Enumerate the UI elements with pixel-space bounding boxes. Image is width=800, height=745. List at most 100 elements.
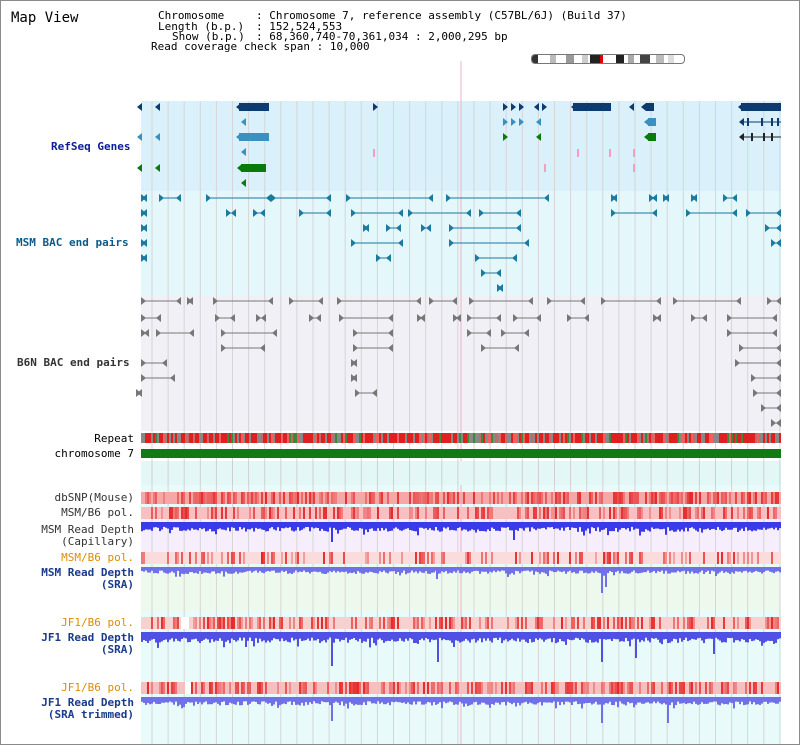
depth-bar <box>423 632 425 641</box>
depth-bar <box>511 567 513 573</box>
gene-arrow <box>516 209 521 217</box>
heat-mark <box>173 682 175 694</box>
depth-bar <box>215 632 217 641</box>
depth-bar <box>179 632 181 642</box>
heat-mark <box>391 507 393 519</box>
repeat-mark <box>473 433 475 443</box>
heat-mark <box>229 682 231 694</box>
depth-bar <box>179 567 181 577</box>
depth-bar <box>765 697 767 702</box>
depth-bar <box>309 522 311 532</box>
heat-mark <box>423 617 425 629</box>
gene-arrow <box>536 314 541 322</box>
depth-bar <box>425 697 427 704</box>
heat-mark <box>633 617 635 629</box>
heat-mark <box>773 617 775 629</box>
gene-arrow <box>237 164 242 172</box>
heat-mark <box>537 617 539 629</box>
depth-bar <box>143 632 145 641</box>
depth-bar <box>447 632 449 641</box>
heat-mark <box>417 682 419 694</box>
gene-arrow <box>771 239 776 247</box>
heat-mark <box>617 617 619 629</box>
heat-mark <box>249 617 251 629</box>
repeat-mark <box>591 433 593 443</box>
heat-mark <box>559 507 561 519</box>
depth-bar <box>225 522 227 531</box>
repeat-mark <box>303 433 305 443</box>
heat-mark <box>569 682 571 694</box>
depth-bar <box>299 567 301 572</box>
depth-bar <box>143 522 145 531</box>
depth-bar <box>517 567 519 572</box>
gene-arrow <box>524 329 529 337</box>
heat-mark <box>195 492 197 504</box>
depth-spike <box>437 632 439 662</box>
depth-bar <box>591 697 593 705</box>
depth-bar <box>249 522 251 530</box>
heat-mark <box>377 507 379 519</box>
heat-mark <box>271 507 273 519</box>
depth-bar <box>521 567 523 572</box>
heat-mark <box>565 492 567 504</box>
track-label-msm-b6-pol-2: MSM/B6 pol. <box>61 551 134 564</box>
depth-bar <box>525 567 527 571</box>
depth-bar <box>455 567 457 573</box>
depth-bar <box>535 632 537 639</box>
depth-bar <box>707 632 709 639</box>
heat-mark <box>699 682 701 694</box>
repeat-mark <box>549 433 551 443</box>
depth-bar <box>527 522 529 528</box>
depth-bar <box>365 522 367 530</box>
heat-mark <box>613 682 615 694</box>
depth-bar <box>319 522 321 531</box>
repeat-mark <box>387 433 389 443</box>
depth-bar <box>609 632 611 640</box>
depth-bar <box>207 522 209 531</box>
heat-mark <box>153 492 155 504</box>
heat-mark <box>641 552 643 564</box>
chromosome-ideogram[interactable] <box>531 54 685 64</box>
heat-mark <box>691 492 693 504</box>
heat-mark <box>397 682 399 694</box>
depth-bar <box>597 567 599 573</box>
repeat-mark <box>779 433 781 443</box>
depth-bar <box>499 697 501 705</box>
depth-bar <box>293 632 295 641</box>
repeat-mark <box>437 433 439 443</box>
depth-bar <box>411 567 413 571</box>
heat-mark <box>765 617 767 629</box>
depth-bar <box>733 697 735 709</box>
depth-bar <box>701 522 703 533</box>
depth-bar <box>723 567 725 573</box>
heat-mark <box>313 682 315 694</box>
depth-bar <box>147 697 149 703</box>
heat-mark <box>415 552 417 564</box>
heat-mark <box>203 492 205 504</box>
heat-mark <box>515 552 517 564</box>
heat-mark <box>495 682 497 694</box>
heat-mark <box>477 682 479 694</box>
depth-bar <box>479 632 481 639</box>
heat-mark <box>389 682 391 694</box>
depth-bar <box>281 522 283 529</box>
depth-bar <box>735 632 737 641</box>
track-label-msm-depth-cap: MSM Read Depth <box>41 523 134 536</box>
depth-bar <box>429 697 431 703</box>
heat-mark <box>399 682 401 694</box>
depth-bar <box>773 567 775 574</box>
repeat-mark <box>543 433 545 443</box>
heat-mark <box>239 617 241 629</box>
depth-bar <box>663 522 665 529</box>
depth-bar <box>527 697 529 704</box>
depth-bar <box>697 567 699 574</box>
depth-bar <box>637 567 639 574</box>
heat-mark <box>489 507 491 519</box>
depth-bar <box>523 567 525 571</box>
depth-bar <box>191 522 193 529</box>
heat-mark <box>621 682 623 694</box>
depth-bar <box>377 632 379 640</box>
depth-bar <box>573 567 575 572</box>
depth-bar <box>559 632 561 639</box>
